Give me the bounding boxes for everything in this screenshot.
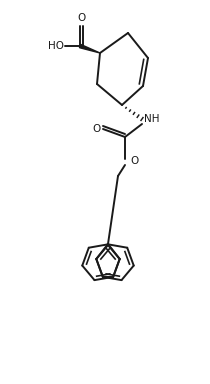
Text: NH: NH <box>144 114 160 124</box>
Text: O: O <box>93 124 101 134</box>
Text: O: O <box>130 156 138 166</box>
Polygon shape <box>79 44 100 53</box>
Text: O: O <box>78 13 86 23</box>
Text: HO: HO <box>48 41 64 51</box>
